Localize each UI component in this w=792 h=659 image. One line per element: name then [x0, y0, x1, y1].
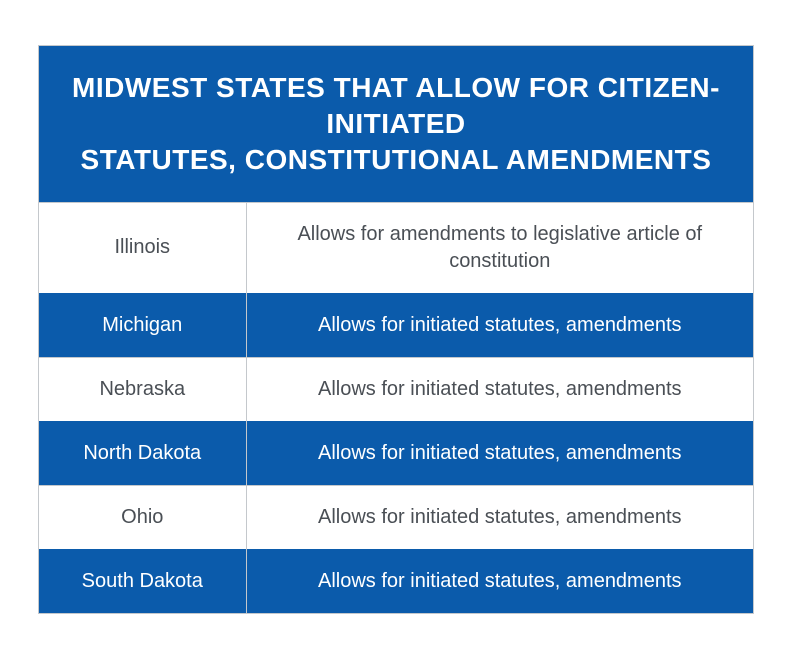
table-row: NebraskaAllows for initiated statutes, a…: [39, 357, 753, 421]
state-cell: Nebraska: [39, 357, 246, 421]
description-cell: Allows for initiated statutes, amendment…: [246, 421, 753, 485]
state-cell: North Dakota: [39, 421, 246, 485]
table-row: OhioAllows for initiated statutes, amend…: [39, 485, 753, 549]
title-line-2: statutes, constitutional amendments: [81, 144, 712, 175]
states-table: IllinoisAllows for amendments to legisla…: [39, 202, 753, 613]
table-row: IllinoisAllows for amendments to legisla…: [39, 202, 753, 293]
description-cell: Allows for initiated statutes, amendment…: [246, 293, 753, 357]
table-row: South DakotaAllows for initiated statute…: [39, 549, 753, 613]
description-cell: Allows for initiated statutes, amendment…: [246, 485, 753, 549]
description-cell: Allows for amendments to legislative art…: [246, 202, 753, 293]
description-cell: Allows for initiated statutes, amendment…: [246, 357, 753, 421]
state-cell: Ohio: [39, 485, 246, 549]
table-header: Midwest states that allow for citizen-in…: [39, 46, 753, 201]
table-row: North DakotaAllows for initiated statute…: [39, 421, 753, 485]
state-cell: South Dakota: [39, 549, 246, 613]
title-line-1: Midwest states that allow for citizen-in…: [72, 72, 720, 139]
states-table-container: Midwest states that allow for citizen-in…: [38, 45, 754, 613]
state-cell: Michigan: [39, 293, 246, 357]
state-cell: Illinois: [39, 202, 246, 293]
table-row: MichiganAllows for initiated statutes, a…: [39, 293, 753, 357]
description-cell: Allows for initiated statutes, amendment…: [246, 549, 753, 613]
